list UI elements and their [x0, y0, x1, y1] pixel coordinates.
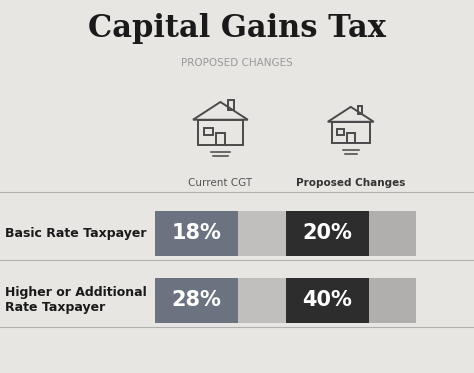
FancyBboxPatch shape — [155, 278, 238, 323]
FancyBboxPatch shape — [285, 278, 416, 323]
Text: 40%: 40% — [302, 290, 352, 310]
FancyBboxPatch shape — [285, 211, 416, 256]
FancyBboxPatch shape — [155, 211, 238, 256]
Text: Capital Gains Tax: Capital Gains Tax — [88, 13, 386, 44]
Text: PROPOSED CHANGES: PROPOSED CHANGES — [181, 58, 293, 68]
Text: 28%: 28% — [172, 290, 222, 310]
Text: Higher or Additional
Rate Taxpayer: Higher or Additional Rate Taxpayer — [5, 286, 146, 314]
Text: 18%: 18% — [172, 223, 222, 243]
FancyBboxPatch shape — [285, 278, 369, 323]
Text: Proposed Changes: Proposed Changes — [296, 178, 405, 188]
Text: 20%: 20% — [302, 223, 352, 243]
FancyBboxPatch shape — [155, 211, 285, 256]
Text: Current CGT: Current CGT — [188, 178, 253, 188]
FancyBboxPatch shape — [285, 211, 369, 256]
Text: Basic Rate Taxpayer: Basic Rate Taxpayer — [5, 227, 146, 239]
FancyBboxPatch shape — [155, 278, 285, 323]
